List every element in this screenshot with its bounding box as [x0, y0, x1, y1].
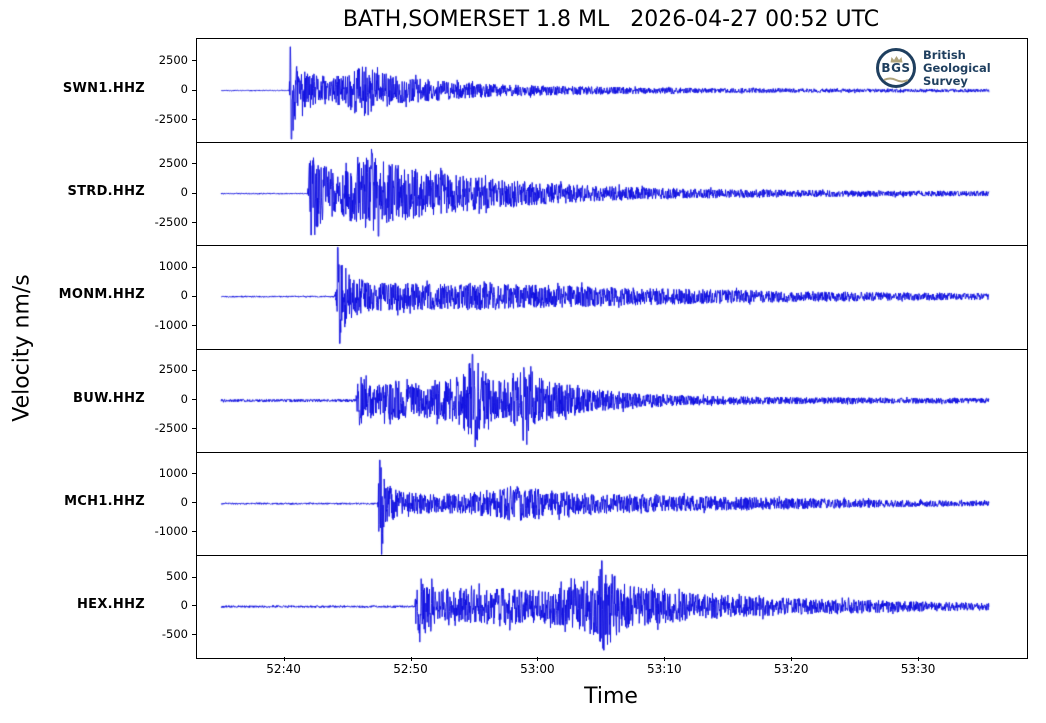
station-label-monm-hhz: MONM.HHZ [58, 287, 145, 303]
x-tick-mark [918, 657, 920, 661]
y-tick-label: -1000 [154, 523, 188, 538]
waveform-strd-hhz [197, 142, 1027, 246]
x-tick-mark [664, 657, 666, 661]
y-tick-mark [192, 605, 196, 607]
x-tick-label: 53:30 [900, 662, 936, 676]
station-label-buw-hhz: BUW.HHZ [73, 390, 145, 406]
y-tick-label: 1000 [158, 259, 188, 274]
station-label-strd-hhz: STRD.HHZ [67, 184, 145, 200]
y-tick-mark [192, 325, 196, 327]
station-label-swn1-hhz: SWN1.HHZ [62, 81, 145, 97]
y-tick-mark [192, 531, 196, 533]
waveform-buw-hhz [197, 348, 1027, 452]
subplot-divider [197, 554, 1027, 556]
y-tick-label: 2500 [158, 52, 188, 67]
y-tick-label: -1000 [154, 317, 188, 332]
y-tick-label: -2500 [154, 420, 188, 435]
y-tick-label: 0 [180, 494, 188, 509]
y-tick-mark [192, 295, 196, 297]
x-tick-label: 53:10 [647, 662, 682, 676]
x-tick-mark [791, 657, 793, 661]
bgs-logo-circle: BGS [876, 48, 916, 88]
y-tick-mark [192, 119, 196, 121]
x-tick-mark [537, 657, 539, 661]
waveform-hex-hhz [197, 554, 1027, 658]
station-label-hex-hhz: HEX.HHZ [76, 596, 145, 612]
x-tick-mark [283, 657, 285, 661]
subplot-divider [197, 245, 1027, 247]
y-tick-mark [192, 369, 196, 371]
y-tick-label: 2500 [158, 155, 188, 170]
y-tick-mark [192, 428, 196, 430]
subplot-divider [197, 451, 1027, 453]
y-tick-mark [192, 266, 196, 268]
bgs-org-line: Geological [923, 60, 991, 75]
x-tick-label: 52:50 [393, 662, 428, 676]
y-tick-mark [192, 222, 196, 224]
y-tick-mark [192, 502, 196, 504]
bgs-logo: BGS British Geological Survey [876, 42, 1026, 94]
y-tick-label: 500 [166, 569, 188, 584]
y-tick-mark [192, 89, 196, 91]
bgs-org-line: British [923, 47, 966, 62]
station-label-mch1-hhz: MCH1.HHZ [64, 493, 145, 509]
x-tick-label: 52:40 [266, 662, 301, 676]
y-tick-mark [192, 163, 196, 165]
y-tick-label: -2500 [154, 111, 188, 126]
waveform-monm-hhz [197, 245, 1027, 349]
y-tick-mark [192, 192, 196, 194]
wave-icon [883, 74, 909, 83]
subplot-divider [197, 348, 1027, 350]
y-tick-label: 0 [180, 288, 188, 303]
x-axis-label: Time [584, 684, 638, 709]
y-tick-label: 0 [180, 391, 188, 406]
x-tick-mark [410, 657, 412, 661]
y-tick-label: 0 [180, 82, 188, 97]
y-tick-mark [192, 60, 196, 61]
y-tick-label: 0 [180, 597, 188, 612]
y-tick-label: 1000 [158, 465, 188, 480]
page-title: BATH,SOMERSET 1.8 ML 2026-04-27 00:52 UT… [342, 7, 880, 32]
waveform-mch1-hhz [197, 451, 1027, 555]
bgs-org-line: Survey [923, 73, 968, 88]
y-tick-label: 0 [180, 185, 188, 200]
y-tick-label: -500 [161, 626, 188, 641]
y-tick-mark [192, 473, 196, 475]
y-tick-label: -2500 [154, 214, 188, 229]
plot-area [196, 38, 1028, 659]
bgs-org-name: British Geological Survey [923, 47, 991, 88]
bgs-abbr-text: BGS [881, 61, 911, 75]
subplot-divider [197, 142, 1027, 144]
y-tick-mark [192, 576, 196, 578]
y-tick-label: 2500 [158, 362, 188, 377]
y-tick-mark [192, 634, 196, 636]
x-tick-label: 53:20 [773, 662, 809, 676]
x-tick-label: 53:00 [520, 662, 555, 676]
y-tick-mark [192, 399, 196, 401]
crown-icon [889, 53, 904, 63]
